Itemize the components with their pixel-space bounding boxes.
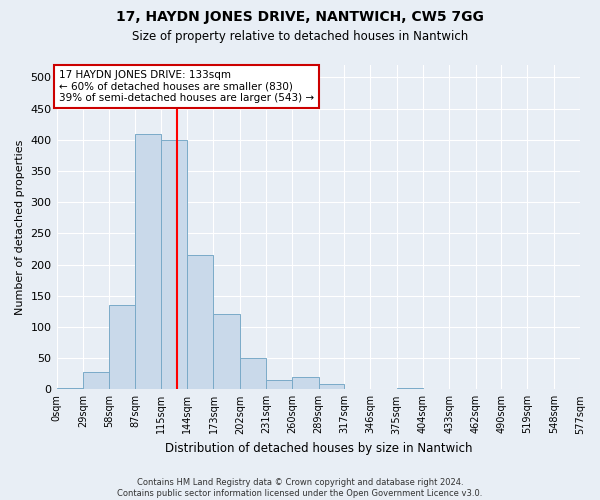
Bar	[476, 388, 501, 390]
Bar	[266, 380, 292, 390]
X-axis label: Distribution of detached houses by size in Nantwich: Distribution of detached houses by size …	[164, 442, 472, 455]
Bar	[187, 255, 214, 390]
Bar	[109, 305, 136, 390]
Bar	[319, 384, 344, 390]
Bar	[56, 388, 83, 390]
Bar	[554, 388, 580, 390]
Text: 17, HAYDN JONES DRIVE, NANTWICH, CW5 7GG: 17, HAYDN JONES DRIVE, NANTWICH, CW5 7GG	[116, 10, 484, 24]
Bar	[240, 358, 266, 390]
Bar	[83, 372, 109, 390]
Bar	[214, 314, 240, 390]
Bar	[292, 377, 319, 390]
Bar	[136, 134, 161, 390]
Bar	[397, 388, 423, 390]
Y-axis label: Number of detached properties: Number of detached properties	[15, 140, 25, 315]
Text: Size of property relative to detached houses in Nantwich: Size of property relative to detached ho…	[132, 30, 468, 43]
Text: Contains HM Land Registry data © Crown copyright and database right 2024.
Contai: Contains HM Land Registry data © Crown c…	[118, 478, 482, 498]
Text: 17 HAYDN JONES DRIVE: 133sqm
← 60% of detached houses are smaller (830)
39% of s: 17 HAYDN JONES DRIVE: 133sqm ← 60% of de…	[59, 70, 314, 103]
Bar	[161, 140, 187, 390]
